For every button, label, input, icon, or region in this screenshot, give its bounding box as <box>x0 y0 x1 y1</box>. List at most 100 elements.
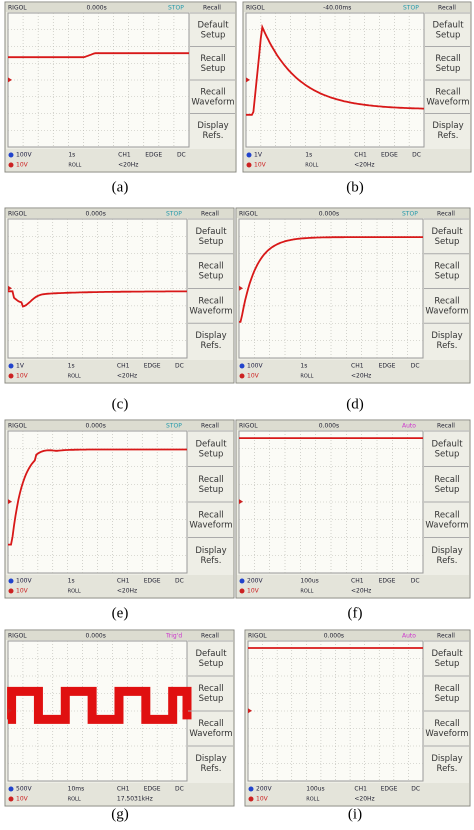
menu-item: Recall <box>434 684 459 694</box>
ch2-scale: 10V <box>254 162 267 169</box>
timebase: 1s <box>68 152 75 159</box>
menu-item: Waveform <box>426 97 469 107</box>
menu-item: Setup <box>435 485 460 495</box>
caption: (e) <box>112 605 129 621</box>
ch2-scale: 10V <box>247 588 260 595</box>
menu-item: Recall <box>200 87 225 97</box>
ch2-icon <box>8 373 14 379</box>
menu-title: Recall <box>437 211 455 218</box>
coupling: DC <box>175 578 184 585</box>
trigger-source: CH1 <box>354 152 367 159</box>
mode: ROLL <box>68 589 81 595</box>
ch1-scale: 1V <box>16 363 25 370</box>
mode: ROLL <box>68 163 81 169</box>
trigger-position: 0.000s <box>86 211 106 218</box>
menu-item: Setup <box>436 64 461 74</box>
top-bar <box>6 3 235 12</box>
timebase: 10ms <box>68 786 85 793</box>
trigger-type: EDGE <box>381 786 398 793</box>
mode: ROLL <box>300 589 313 595</box>
menu-title: Recall <box>201 633 219 640</box>
brand: RIGOL <box>8 5 27 12</box>
caption: (g) <box>111 806 129 822</box>
run-status: STOP <box>166 211 182 218</box>
ch1-marker <box>8 77 12 83</box>
mode: ROLL <box>68 374 81 380</box>
timebase: 1s <box>305 152 312 159</box>
coupling: DC <box>412 152 421 159</box>
menu-item: Recall <box>198 684 223 694</box>
frequency: <20Hz <box>117 373 137 380</box>
ch1-scale: 500V <box>16 786 32 793</box>
menu-item: Display <box>431 331 462 341</box>
top-bar <box>6 209 233 218</box>
brand: RIGOL <box>239 423 258 430</box>
ch1-scale: 1V <box>254 152 263 159</box>
timebase: 1s <box>68 578 75 585</box>
ch2-scale: 10V <box>16 796 29 803</box>
caption: (c) <box>112 396 129 412</box>
ch2-icon <box>248 796 254 802</box>
ch1-marker <box>8 499 12 505</box>
menu-item: Display <box>195 546 226 556</box>
menu-item: Setup <box>435 449 460 459</box>
mode: ROLL <box>306 797 319 803</box>
run-status: Trig'd <box>165 633 182 640</box>
ch2-scale: 10V <box>256 796 269 803</box>
menu-item: Default <box>431 439 463 449</box>
menu-title: Recall <box>201 211 219 218</box>
menu-item: Waveform <box>189 520 232 530</box>
trigger-position: 0.000s <box>324 633 344 640</box>
menu-item: Setup <box>435 659 460 669</box>
bottom-bar <box>6 149 235 171</box>
scope-screen: RIGOL 0.000s STOP RecallDefaultSetupRecallS… <box>4 1 237 173</box>
menu-item: Waveform <box>425 306 468 316</box>
coupling: DC <box>411 786 420 793</box>
timebase: 1s <box>300 363 307 370</box>
ch2-scale: 10V <box>16 588 29 595</box>
menu-item: Setup <box>199 659 224 669</box>
ch1-scale: 100V <box>16 152 32 159</box>
trigger-source: CH1 <box>351 363 364 370</box>
ch1-icon <box>8 363 14 369</box>
menu-item: Refs. <box>201 341 222 351</box>
coupling: DC <box>177 152 186 159</box>
menu-item: Setup <box>201 64 226 74</box>
caption: (a) <box>112 179 129 195</box>
menu-item: Waveform <box>189 306 232 316</box>
menu-item: Recall <box>198 262 223 272</box>
ch1-marker <box>239 285 243 291</box>
bottom-bar <box>6 575 233 597</box>
scope-screen: RIGOL -40.00ms STOP RecallDefaultSetupRecal… <box>242 1 472 173</box>
bottom-bar <box>237 360 469 382</box>
menu-item: Setup <box>436 30 461 40</box>
menu-item: Recall <box>200 54 225 64</box>
frequency: <20Hz <box>354 796 374 803</box>
ch1-marker <box>8 708 12 714</box>
ch2-scale: 10V <box>247 373 260 380</box>
ch2-icon <box>8 588 14 594</box>
top-bar <box>6 631 233 640</box>
caption: (i) <box>348 806 362 822</box>
ch2-icon <box>8 162 14 168</box>
menu-title: Recall <box>438 5 456 12</box>
menu-item: Display <box>197 121 228 131</box>
menu-title: Recall <box>203 5 221 12</box>
ch2-icon <box>239 588 245 594</box>
trigger-source: CH1 <box>117 786 130 793</box>
menu-item: Setup <box>435 237 460 247</box>
timebase: 100us <box>306 786 324 793</box>
menu-item: Display <box>195 331 226 341</box>
waveform <box>8 290 187 308</box>
trigger-position: -40.00ms <box>323 5 351 12</box>
menu-item: Default <box>195 227 227 237</box>
ch1-icon <box>248 786 254 792</box>
menu-item: Waveform <box>425 520 468 530</box>
brand: RIGOL <box>248 633 267 640</box>
top-bar <box>6 421 233 430</box>
menu-item: Display <box>432 121 463 131</box>
waveform <box>8 448 187 546</box>
menu-item: Recall <box>198 510 223 520</box>
waveform <box>246 23 424 116</box>
menu-item: Recall <box>435 87 460 97</box>
